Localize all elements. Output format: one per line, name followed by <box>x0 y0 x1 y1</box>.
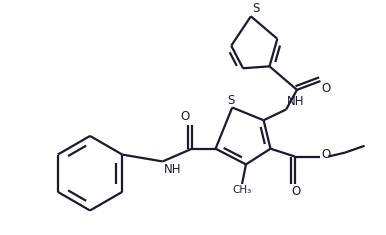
Text: S: S <box>228 94 235 106</box>
Text: O: O <box>181 110 190 123</box>
Text: O: O <box>322 82 331 95</box>
Text: CH₃: CH₃ <box>232 185 252 195</box>
Text: NH: NH <box>287 94 305 107</box>
Text: NH: NH <box>164 163 181 176</box>
Text: O: O <box>322 148 331 161</box>
Text: O: O <box>291 185 301 198</box>
Text: S: S <box>252 2 259 15</box>
